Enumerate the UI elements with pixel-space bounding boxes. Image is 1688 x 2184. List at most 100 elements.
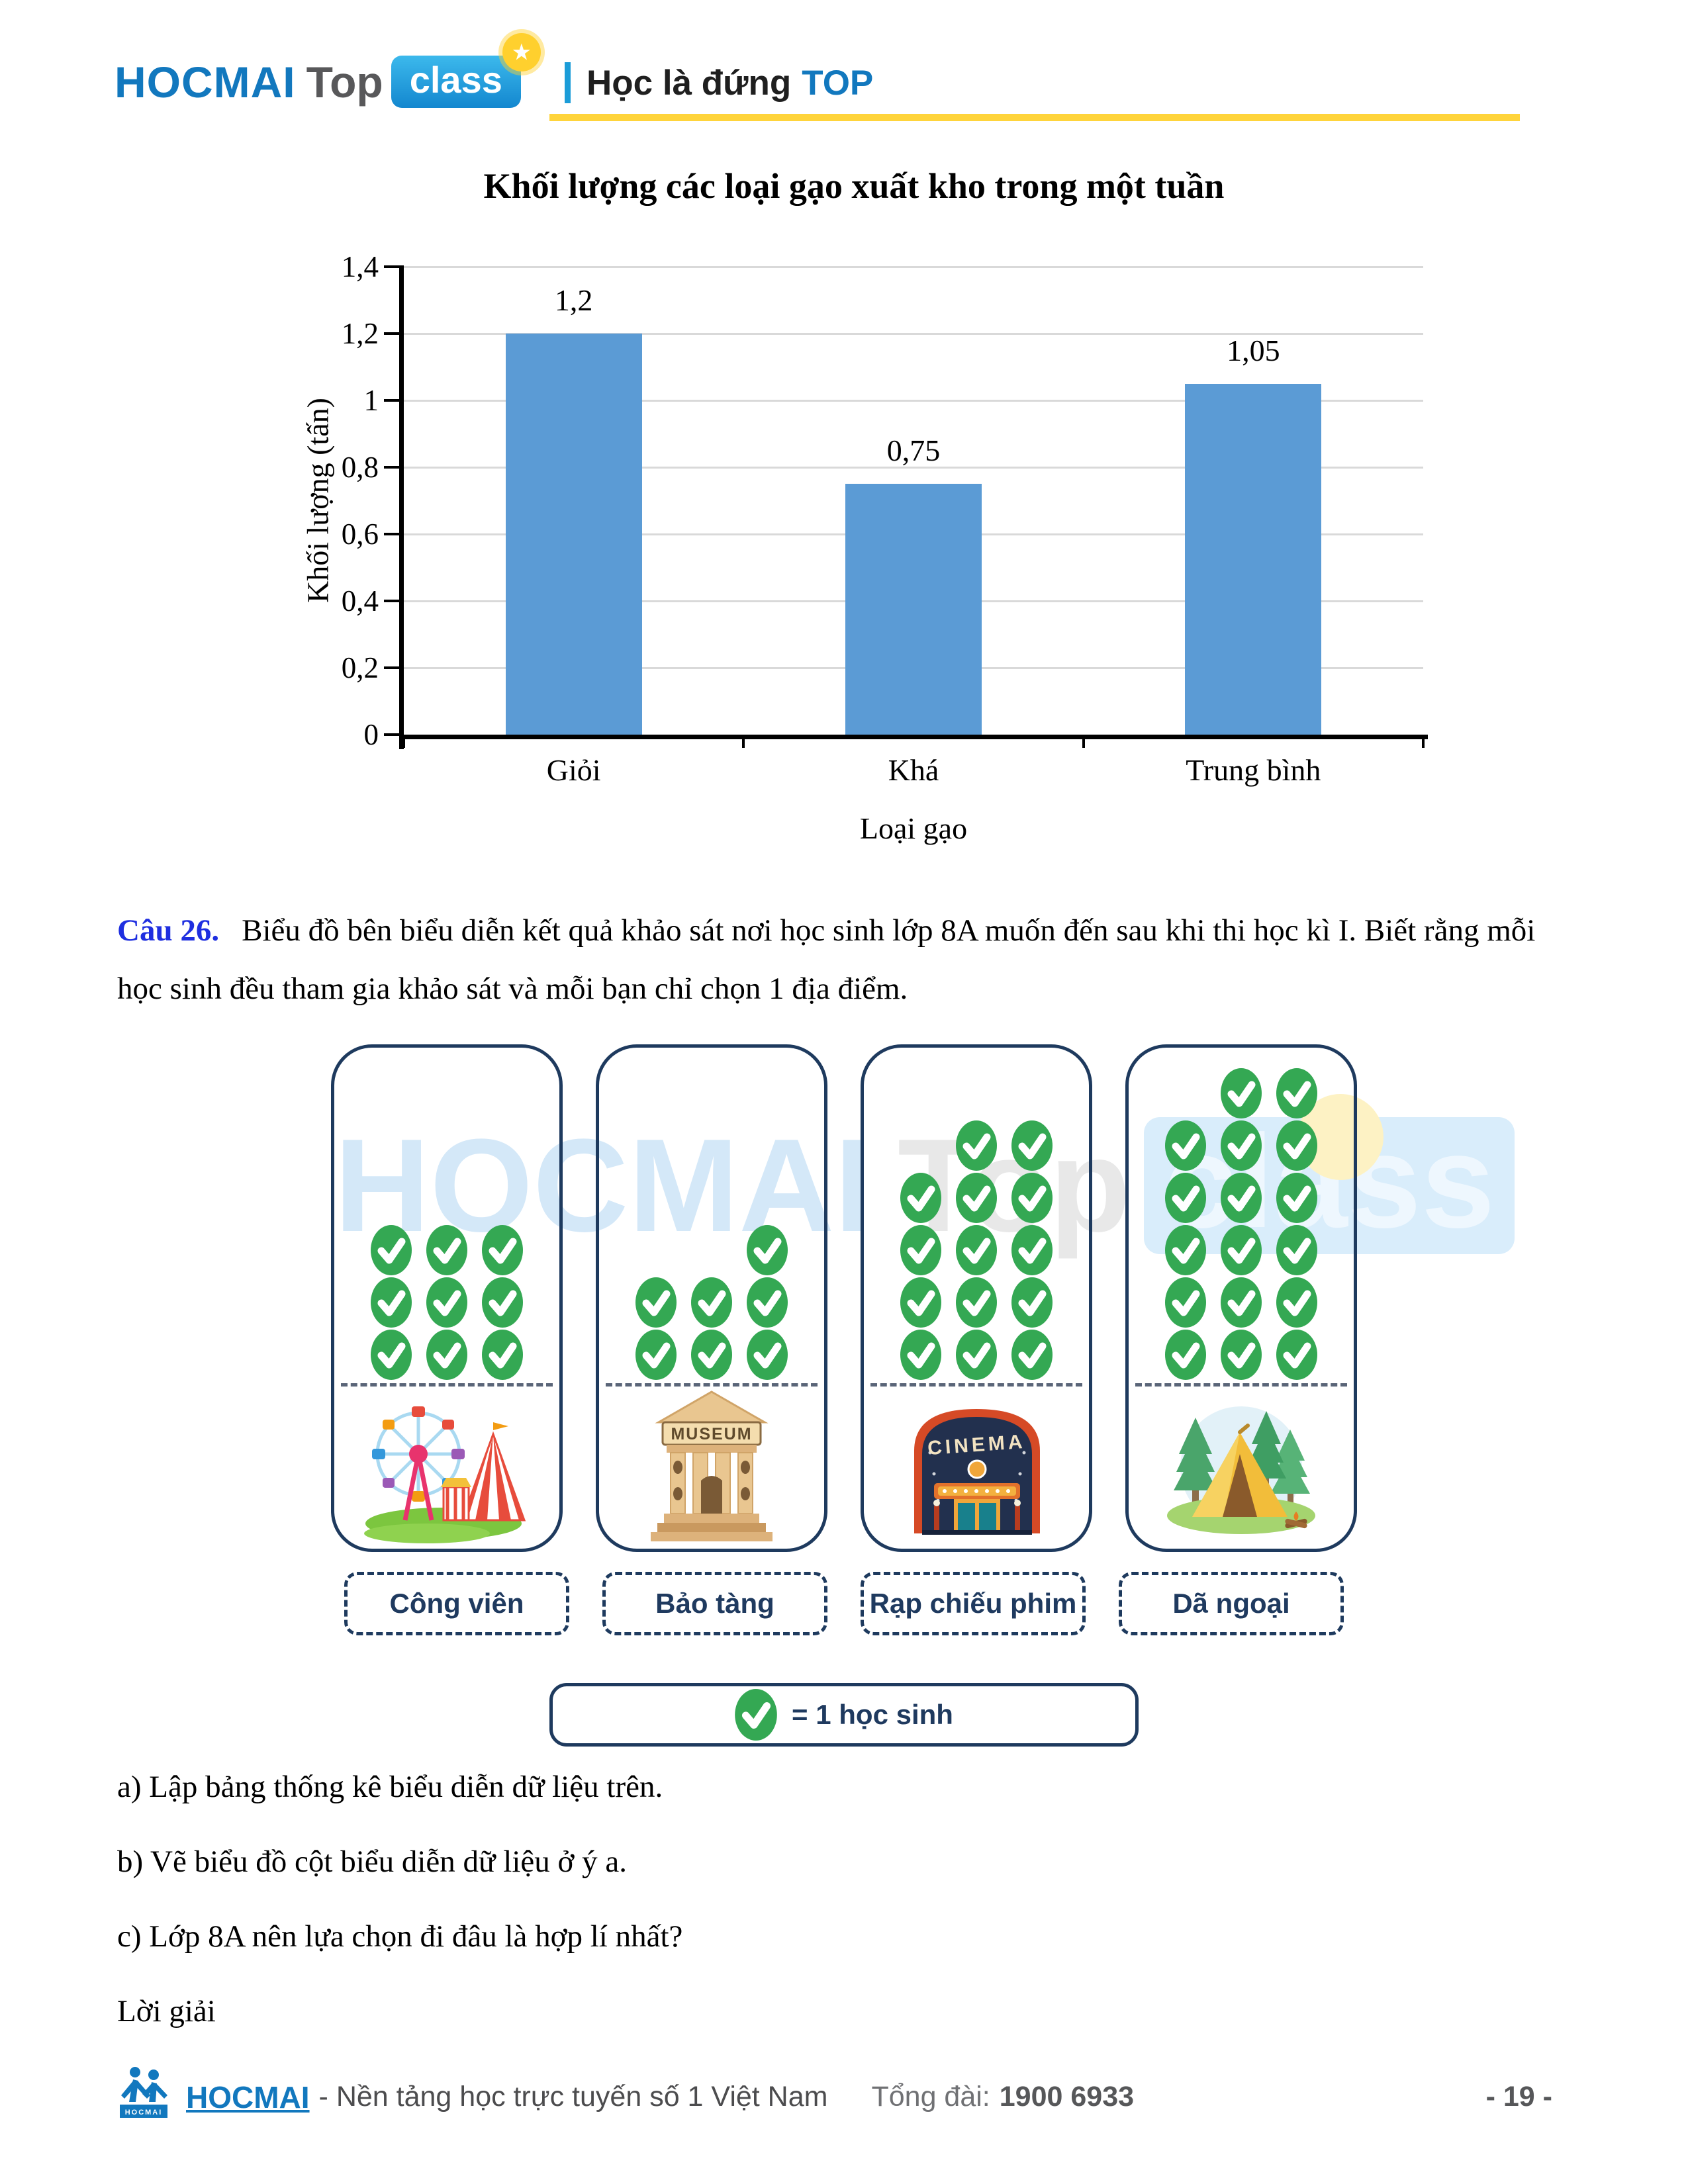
footer-brand: HOCMAI: [186, 2079, 310, 2115]
check-row: [1165, 1277, 1317, 1328]
card-rap-chieu-phim: CINEMA: [861, 1044, 1092, 1552]
task-c: c) Lớp 8A nên lựa chọn đi đâu là hợp lí …: [117, 1919, 683, 1954]
x-tick-mark: [402, 735, 405, 748]
card-dashed-divider: [870, 1383, 1082, 1387]
y-tick-mark: [384, 332, 399, 335]
card-dashed-divider: [341, 1383, 553, 1387]
museum-icon: MUSEUM: [599, 1388, 824, 1543]
page-footer: HOCMAI HOCMAI - Nền tảng học trực tuyến …: [116, 2066, 1552, 2128]
y-tick-label: 1: [363, 384, 379, 417]
check-circle-icon: [1011, 1120, 1053, 1171]
x-category-label: Trung bình: [1186, 753, 1321, 787]
gridline: [404, 265, 1423, 268]
check-circle-icon: [1276, 1120, 1317, 1171]
sub-questions: a) Lập bảng thống kê biểu diễn dữ liệu t…: [117, 1760, 682, 2060]
check-circle-icon: [1165, 1120, 1206, 1171]
legend-row: = 1 học sinh: [0, 1683, 1688, 1747]
check-grid-cong-vien: [334, 1048, 559, 1383]
footer-logo-text: HOCMAI: [125, 2109, 163, 2116]
check-row: [1165, 1068, 1317, 1118]
legend-text: = 1 học sinh: [792, 1699, 953, 1730]
header-yellow-divider: [549, 114, 1520, 121]
check-row: [635, 1277, 788, 1328]
check-circle-icon: [426, 1330, 467, 1380]
question-26: Câu 26. Biểu đồ bên biểu diễn kết quả khả…: [117, 901, 1583, 1018]
watermark-class: class: [1143, 1116, 1515, 1254]
check-circle-icon: [900, 1277, 941, 1328]
check-row: [900, 1120, 1053, 1171]
check-row: [1165, 1330, 1317, 1380]
check-circle-icon: [747, 1330, 788, 1380]
check-grid-rap-chieu-phim: [864, 1048, 1089, 1383]
check-row: [635, 1225, 788, 1275]
logo-text-hocmai: HOCMAI: [115, 57, 296, 107]
y-tick-mark: [384, 666, 399, 669]
check-row: [371, 1225, 523, 1275]
check-row: [635, 1330, 788, 1380]
label-rap-chieu-phim: Rạp chiếu phim: [861, 1572, 1086, 1635]
check-circle-icon: [1276, 1330, 1317, 1380]
check-circle-icon: [1221, 1068, 1262, 1118]
check-circle-icon: [635, 1330, 677, 1380]
check-circle-icon: [747, 1277, 788, 1328]
check-row: [900, 1330, 1053, 1380]
bar-value-label: 0,75: [886, 433, 941, 468]
bar-chart-plot: Khối lượng (tấn) Loại gạo 0 0,2 0,4 0,6 0,8 1…: [301, 250, 1428, 845]
logo-class-label: class: [409, 59, 502, 101]
footer-page-number: - 19 -: [1485, 2081, 1552, 2113]
cinema-icon: CINEMA: [864, 1388, 1089, 1543]
check-circle-icon: [735, 1689, 777, 1741]
camping-icon: [1129, 1388, 1354, 1543]
check-row: [900, 1225, 1053, 1275]
check-circle-icon: [1276, 1277, 1317, 1328]
hocmai-footer-logo-icon: HOCMAI: [116, 2066, 171, 2128]
gridline: [404, 332, 1423, 335]
check-circle-icon: [956, 1225, 997, 1275]
gridline: [404, 399, 1423, 402]
check-circle-icon: [1011, 1225, 1053, 1275]
label-da-ngoai: Dã ngoại: [1119, 1572, 1344, 1635]
solution-label: Lời giải: [117, 1994, 216, 2028]
header-tagline: Học là đứng TOP: [565, 62, 873, 103]
check-circle-icon: [956, 1277, 997, 1328]
card-dashed-divider: [1135, 1383, 1347, 1387]
footer-hotline-number: 1900 6933: [999, 2081, 1135, 2113]
pictogram-section: HOCMAI Top class: [0, 1044, 1688, 1747]
y-tick-label: 0,8: [341, 451, 379, 484]
check-row: [900, 1173, 1053, 1223]
check-row: [1165, 1173, 1317, 1223]
check-circle-icon: [1221, 1277, 1262, 1328]
card-cong-vien: [331, 1044, 563, 1552]
check-circle-icon: [747, 1225, 788, 1275]
check-circle-icon: [956, 1173, 997, 1223]
question-number: Câu 26.: [117, 913, 220, 948]
label-bao-tang: Bảo tàng: [602, 1572, 827, 1635]
bar-value-label: 1,05: [1227, 333, 1280, 367]
pictogram-cards: MUSEUM: [0, 1044, 1688, 1552]
bar-value-label: 1,2: [554, 283, 593, 317]
bar-3: [1185, 383, 1322, 735]
hocmai-logo: HOCMAI Top class: [115, 33, 541, 108]
bar-2: [845, 484, 982, 735]
amusement-park-icon: [334, 1388, 559, 1543]
hocmai-watermark: HOCMAI Top class: [334, 1094, 1515, 1254]
check-circle-icon: [1276, 1173, 1317, 1223]
check-circle-icon: [691, 1277, 732, 1328]
x-axis-title: Loại gạo: [859, 811, 968, 845]
y-tick-label: 0,6: [341, 518, 379, 551]
check-circle-icon: [691, 1330, 732, 1380]
check-circle-icon: [426, 1277, 467, 1328]
gridline: [404, 466, 1423, 469]
y-tick-label: 1,2: [341, 317, 379, 350]
check-row: [1165, 1225, 1317, 1275]
logo-text-top: Top: [306, 57, 383, 107]
check-circle-icon: [900, 1173, 941, 1223]
check-circle-icon: [371, 1330, 412, 1380]
star-badge-icon: [502, 33, 541, 71]
bar-chart: Khối lượng các loại gạo xuất kho trong m…: [165, 165, 1523, 867]
legend-box: = 1 học sinh: [549, 1683, 1139, 1747]
x-category-label: Khá: [888, 753, 939, 787]
check-circle-icon: [482, 1330, 523, 1380]
card-da-ngoai: [1125, 1044, 1357, 1552]
